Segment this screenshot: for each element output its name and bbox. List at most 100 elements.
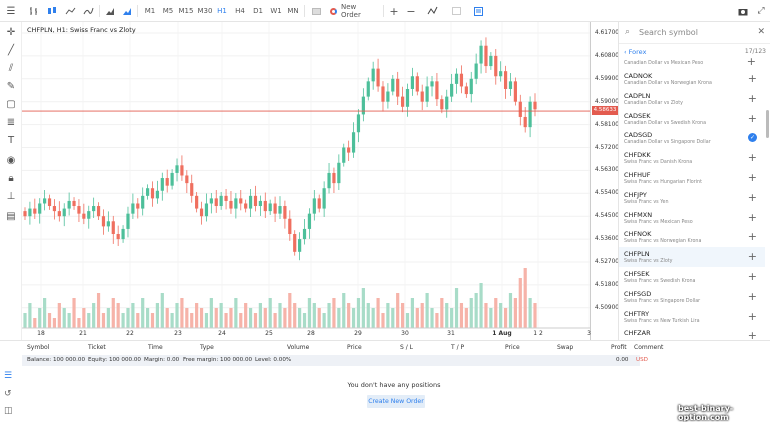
tf-m1[interactable]: M1 <box>144 7 156 15</box>
symbol-item[interactable]: CHFNOK Swiss Franc vs Norwegian Krona + <box>619 227 765 247</box>
tf-d1[interactable]: D1 <box>253 7 263 15</box>
positions-tab-icon[interactable]: ☰ <box>4 371 13 381</box>
symbol-item[interactable]: CHFSGD Swiss Franc vs Singapore Dollar + <box>619 287 765 307</box>
column-header[interactable]: S / L <box>400 344 413 351</box>
smooth-line-icon[interactable] <box>82 0 94 22</box>
magnet-icon[interactable]: ⊥ <box>6 191 16 202</box>
volume-bar <box>302 313 307 328</box>
template-icon[interactable] <box>472 0 484 22</box>
column-header[interactable]: Type <box>200 344 214 351</box>
brush-icon[interactable]: ✎ <box>6 81 16 92</box>
column-header[interactable]: Price <box>347 344 362 351</box>
symbol-item[interactable]: CADSEK Canadian Dollar vs Swedish Krona + <box>619 109 765 129</box>
add-icon[interactable]: + <box>747 91 757 105</box>
symbol-item[interactable]: CHFSEK Swiss Franc vs Swedish Krona + <box>619 267 765 287</box>
check-icon[interactable]: ✓ <box>748 133 757 143</box>
objects-icon[interactable]: ▤ <box>6 211 16 222</box>
symbol-search[interactable]: ⌕ Search symbol ✕ <box>619 22 770 44</box>
menu-icon[interactable]: ☰ <box>6 5 16 17</box>
lock-icon[interactable]: 🔒︎ <box>8 173 14 184</box>
tf-m5[interactable]: M5 <box>162 7 174 15</box>
candle-body <box>332 172 336 184</box>
search-input[interactable]: Search symbol <box>639 28 698 37</box>
fibonacci-icon[interactable]: ≣ <box>6 117 16 128</box>
column-header[interactable]: Symbol <box>27 344 50 351</box>
back-forex-link[interactable]: ‹ Forex <box>624 48 647 56</box>
tf-h1[interactable]: H1 <box>217 7 227 15</box>
add-icon[interactable]: + <box>747 151 757 165</box>
layout-icon[interactable] <box>450 0 462 22</box>
symbol-code: CHFDKK <box>624 151 651 160</box>
add-icon[interactable]: + <box>747 329 757 340</box>
candle-body <box>342 147 346 163</box>
channel-icon[interactable]: ⫽ <box>8 63 14 74</box>
add-icon[interactable]: + <box>747 72 757 85</box>
add-icon[interactable]: + <box>747 210 757 224</box>
crosshair-icon[interactable]: ✛ <box>6 27 16 38</box>
scrollbar[interactable] <box>766 110 769 138</box>
tf-h4[interactable]: H4 <box>235 7 245 15</box>
candlestick-icon[interactable] <box>46 0 58 22</box>
symbol-item[interactable]: CHFHUF Swiss Franc vs Hungarian Florint + <box>619 168 765 188</box>
add-icon[interactable]: + <box>747 171 757 184</box>
symbol-item[interactable]: CADSGD Canadian Dollar vs Singapore Dolla… <box>619 128 765 148</box>
panel-toggle-icon[interactable]: ◫ <box>4 406 13 416</box>
column-header[interactable]: Profit <box>611 344 627 351</box>
add-icon[interactable]: + <box>747 250 757 264</box>
symbol-item[interactable]: CADNOK Canadian Dollar vs Norwegian Krona… <box>619 69 765 89</box>
price-chart[interactable] <box>22 22 590 340</box>
zoom-in-icon[interactable]: + <box>389 4 399 18</box>
text-icon[interactable]: T <box>7 135 15 146</box>
symbol-item[interactable]: CHFDKK Swiss Franc vs Danish Krona + <box>619 148 765 168</box>
indicators-icon[interactable] <box>426 0 438 22</box>
mountain-chart-icon[interactable] <box>104 0 116 22</box>
tf-w1[interactable]: W1 <box>270 7 282 15</box>
area-chart-icon[interactable] <box>121 0 133 22</box>
one-click-icon[interactable] <box>310 0 322 22</box>
add-icon[interactable]: + <box>747 190 757 204</box>
symbol-item[interactable]: CHFTRY Swiss Franc vs New Turkish Lira + <box>619 307 765 327</box>
trendline-icon[interactable]: ╱ <box>7 45 15 56</box>
column-header[interactable]: Ticket <box>88 344 106 351</box>
symbol-item[interactable]: CHFJPY Swiss Franc vs Yen + <box>619 188 765 208</box>
symbol-item[interactable]: CHFMXN Swiss Franc vs Mexican Peso + <box>619 208 765 228</box>
camera-icon[interactable] <box>737 0 749 22</box>
new-order-button[interactable]: New Order <box>330 0 378 22</box>
symbol-item[interactable]: CHFZAR + <box>619 326 765 340</box>
fullscreen-icon[interactable]: ⤢ <box>757 6 765 16</box>
column-header[interactable]: Volume <box>287 344 310 351</box>
line-chart-icon[interactable] <box>64 0 76 22</box>
column-header[interactable]: Swap <box>557 344 574 351</box>
add-icon[interactable]: + <box>747 230 757 244</box>
volume-bar <box>209 298 213 328</box>
history-icon[interactable]: ↺ <box>4 389 12 399</box>
tf-mn[interactable]: MN <box>287 7 299 15</box>
add-icon[interactable]: + <box>747 289 757 303</box>
price-axis[interactable]: 4.61700 4.60800 4.59900 4.59000 4.58100 4.572… <box>590 22 619 340</box>
tf-m30[interactable]: M30 <box>197 7 213 15</box>
zoom-out-icon[interactable]: − <box>406 4 416 18</box>
create-new-order-button[interactable]: Create New Order <box>367 395 425 408</box>
symbol-item[interactable]: CHFPLN Swiss Franc vs Zloty + <box>619 247 765 268</box>
close-icon[interactable]: ✕ <box>757 27 765 37</box>
volume-bar <box>131 303 135 328</box>
tf-m15[interactable]: M15 <box>178 7 194 15</box>
symbol-desc: Swiss Franc vs New Turkish Lira <box>624 318 700 324</box>
candle-body <box>499 71 503 77</box>
volume-bar <box>62 308 66 328</box>
column-header[interactable]: Time <box>148 344 163 351</box>
column-header[interactable]: Price <box>505 344 520 351</box>
candle-body <box>92 206 96 212</box>
eye-icon[interactable]: ◉ <box>6 155 16 166</box>
add-icon[interactable]: + <box>747 111 757 125</box>
symbol-code: CADSEK <box>624 111 651 120</box>
column-header[interactable]: T / P <box>451 344 465 351</box>
symbol-desc: Swiss Franc vs Norwegian Krona <box>624 239 702 245</box>
add-icon[interactable]: + <box>747 270 757 283</box>
bar-chart-icon[interactable] <box>28 0 40 22</box>
add-icon[interactable]: + <box>746 55 756 68</box>
add-icon[interactable]: + <box>747 309 757 323</box>
rectangle-icon[interactable]: ▢ <box>6 99 16 110</box>
symbol-item[interactable]: CADPLN Canadian Dollar vs Zloty + <box>619 89 765 109</box>
column-header[interactable]: Comment <box>634 344 664 351</box>
